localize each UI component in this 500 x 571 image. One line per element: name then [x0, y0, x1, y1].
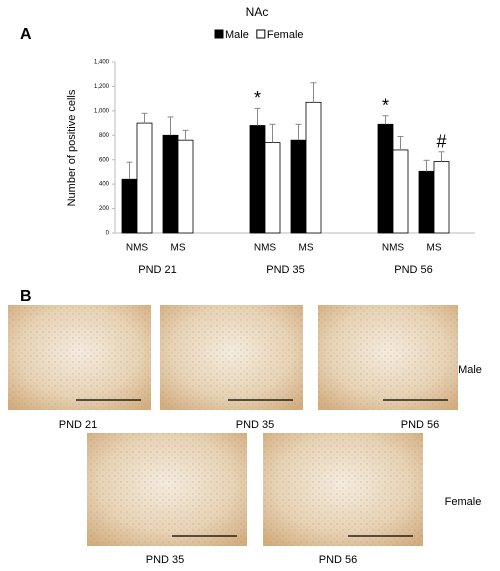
group-label: PND 56	[394, 264, 433, 276]
image-caption: PND 56	[319, 554, 358, 566]
error-bar	[141, 112, 148, 124]
group-label: PND 21	[138, 264, 177, 276]
y-tick-label: 800	[99, 133, 110, 139]
significance-marker: *	[382, 95, 389, 115]
x-tick-label: MS	[427, 243, 442, 254]
bar	[249, 125, 266, 234]
significance-marker: *	[254, 88, 261, 108]
error-bar	[182, 129, 189, 141]
error-bar	[310, 82, 317, 103]
error-bar	[382, 115, 389, 125]
error-bar	[397, 136, 404, 150]
error-bar	[423, 159, 430, 172]
image-caption: PND 21	[59, 419, 98, 431]
bar	[418, 170, 435, 234]
legend-swatch	[256, 29, 266, 39]
bar	[121, 178, 138, 234]
image-caption: PND 56	[401, 419, 440, 431]
micrographs	[8, 305, 458, 546]
micrograph-texture	[160, 305, 303, 410]
row-label: Female	[445, 496, 482, 508]
x-tick-label: MS	[299, 243, 314, 254]
x-tick-label: NMS	[126, 243, 149, 254]
y-tick-label: 600	[99, 157, 110, 163]
micrograph-texture	[263, 433, 423, 546]
y-tick-label: 1,000	[94, 108, 110, 114]
bar	[290, 139, 307, 234]
x-tick-label: MS	[171, 243, 186, 254]
error-bar	[438, 151, 445, 162]
y-tick-label: 1,200	[94, 84, 110, 90]
micrograph-texture	[87, 433, 247, 546]
image-caption: PND 35	[236, 419, 275, 431]
legend-label: Male	[225, 29, 249, 41]
y-axis-label: Number of positive cells	[66, 89, 78, 206]
micrograph-texture	[318, 305, 458, 410]
row-label: Male	[458, 364, 482, 376]
bar	[305, 101, 322, 234]
chart-title: NAc	[246, 5, 269, 19]
bar	[264, 142, 281, 234]
error-bar	[295, 123, 302, 141]
legend-label: Female	[267, 29, 304, 41]
error-bar	[269, 123, 276, 143]
y-tick-label: 400	[99, 182, 110, 188]
y-tick-label: 200	[99, 206, 110, 212]
y-tick-label: 1,400	[94, 60, 110, 66]
y-tick-label: 0	[106, 231, 110, 237]
bar	[177, 139, 194, 234]
error-bar	[254, 107, 261, 126]
bar	[136, 122, 153, 234]
legend-swatch	[214, 29, 224, 39]
error-bar	[167, 116, 174, 136]
x-tick-label: NMS	[254, 243, 277, 254]
error-bar	[126, 161, 133, 180]
bar	[392, 149, 409, 234]
x-tick-label: NMS	[382, 243, 405, 254]
panel-label: A	[20, 26, 32, 43]
significance-marker: #	[436, 132, 446, 152]
bar	[162, 134, 179, 234]
panel-label: B	[20, 288, 32, 305]
image-caption: PND 35	[146, 554, 185, 566]
micrograph-texture	[8, 305, 151, 410]
bar	[377, 123, 394, 234]
group-label: PND 35	[266, 264, 305, 276]
bar	[433, 161, 450, 234]
